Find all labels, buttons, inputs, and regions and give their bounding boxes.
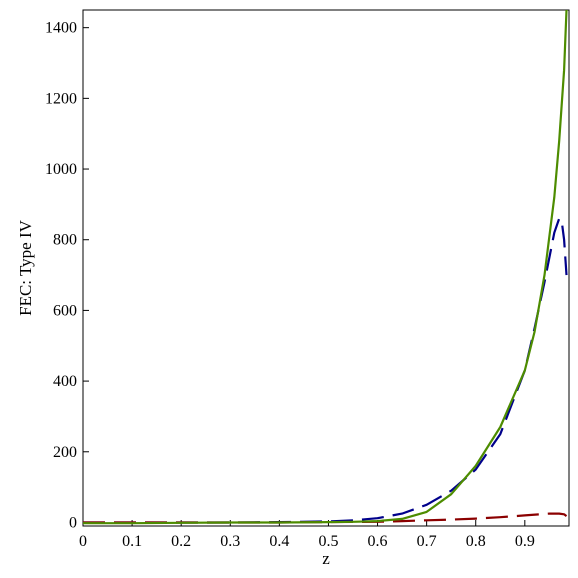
y-tick-label: 600 xyxy=(53,302,77,319)
x-tick-label: 0 xyxy=(79,533,87,550)
y-tick-label: 800 xyxy=(53,232,77,249)
x-tick-label: 0.7 xyxy=(417,533,437,550)
series-layer xyxy=(83,9,568,525)
y-tick-label: 1000 xyxy=(45,161,77,178)
y-tick-label: 1200 xyxy=(45,90,77,107)
series-line-1 xyxy=(83,217,568,524)
axis-ticks xyxy=(82,27,526,526)
x-tick-label: 0.9 xyxy=(515,533,535,550)
x-axis-title: z xyxy=(322,549,330,568)
x-tick-label: 0.3 xyxy=(220,533,240,550)
series-line-3 xyxy=(83,9,568,525)
tick-labels: 0 0.1 0.2 0.3 0.4 0.5 0.6 0.7 0.8 0.9 0 200 400 600 80… xyxy=(45,20,535,550)
y-tick-label: 1400 xyxy=(45,20,77,37)
x-tick-label: 0.5 xyxy=(318,533,338,550)
y-axis-title: FEC: Type IV xyxy=(16,219,35,315)
x-tick-label: 0.2 xyxy=(171,533,191,550)
y-tick-label: 0 xyxy=(69,514,77,531)
plot-frame xyxy=(82,9,570,527)
y-tick-label: 400 xyxy=(53,373,77,390)
x-tick-label: 0.1 xyxy=(122,533,142,550)
y-tick-label: 200 xyxy=(53,444,77,461)
x-tick-label: 0.8 xyxy=(466,533,486,550)
x-tick-label: 0.4 xyxy=(269,533,289,550)
x-tick-label: 0.6 xyxy=(368,533,388,550)
